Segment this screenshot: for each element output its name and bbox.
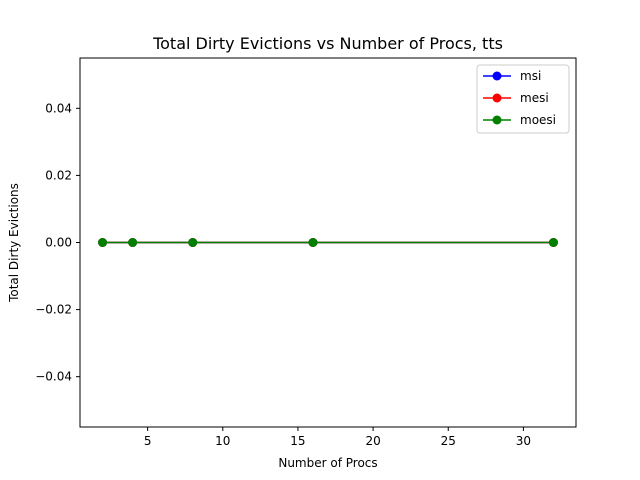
x-axis: 5 10 15 20 25 30: [144, 427, 531, 448]
legend-label-moesi: moesi: [520, 113, 556, 127]
series-moesi: [98, 238, 558, 247]
y-tick-label: 0.02: [45, 168, 72, 182]
data-point-moesi: [98, 238, 108, 247]
legend: msi mesi moesi: [476, 64, 570, 134]
chart-title: Total Dirty Evictions vs Number of Procs…: [152, 34, 503, 53]
y-axis: −0.04 −0.02 0.00 0.02 0.04: [35, 101, 80, 384]
x-tick-label: 30: [516, 434, 531, 448]
legend-box: [476, 64, 570, 134]
y-tick-label: −0.02: [35, 303, 72, 317]
data-point-moesi: [188, 238, 198, 247]
x-tick-label: 10: [215, 434, 230, 448]
series-layer: [98, 238, 558, 247]
x-axis-label: Number of Procs: [278, 456, 377, 470]
y-axis-label: Total Dirty Evictions: [7, 183, 21, 303]
y-tick-label: 0.00: [45, 236, 72, 250]
x-tick-label: 15: [290, 434, 305, 448]
legend-marker-mesi: [492, 93, 502, 103]
x-tick-label: 20: [365, 434, 380, 448]
x-tick-label: 25: [441, 434, 456, 448]
y-tick-label: 0.04: [45, 101, 72, 115]
legend-marker-msi: [492, 71, 502, 81]
data-point-moesi: [548, 238, 558, 247]
data-point-moesi: [128, 238, 138, 247]
y-tick-label: −0.04: [35, 370, 72, 384]
legend-label-msi: msi: [520, 69, 541, 83]
legend-marker-moesi: [492, 115, 502, 125]
data-point-moesi: [308, 238, 318, 247]
x-tick-label: 5: [144, 434, 152, 448]
legend-label-mesi: mesi: [520, 91, 549, 105]
